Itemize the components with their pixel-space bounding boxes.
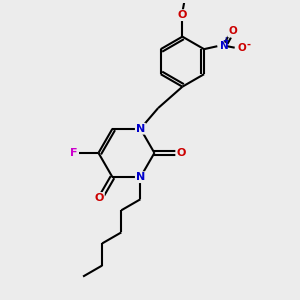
Text: N: N	[136, 172, 145, 182]
Text: N: N	[136, 124, 145, 134]
Text: O: O	[178, 10, 187, 20]
Text: O: O	[94, 193, 104, 203]
Text: F: F	[70, 148, 77, 158]
Text: N: N	[220, 41, 229, 51]
Text: -: -	[246, 40, 250, 50]
Text: +: +	[222, 36, 228, 45]
Text: O: O	[228, 26, 237, 37]
Text: O: O	[176, 148, 186, 158]
Text: O: O	[238, 43, 247, 53]
